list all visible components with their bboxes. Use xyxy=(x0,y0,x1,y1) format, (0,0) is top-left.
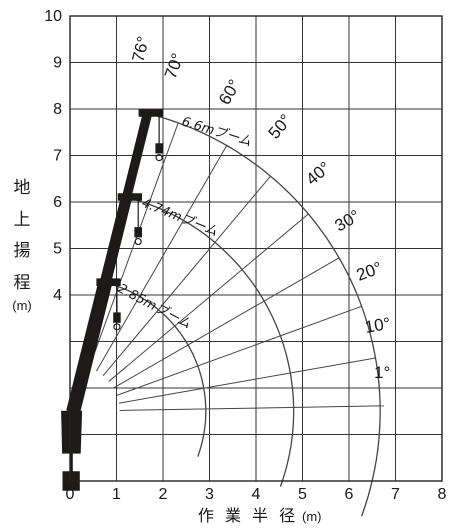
y-tick: 7 xyxy=(53,148,62,165)
hook xyxy=(134,237,142,246)
hook xyxy=(155,154,163,162)
angle-label: 40° xyxy=(302,158,334,189)
x-tick: 7 xyxy=(391,486,400,503)
x-label-unit: (m) xyxy=(302,509,322,524)
angle-rays xyxy=(83,113,385,411)
angle-ray xyxy=(102,175,271,377)
boom-stage-1 xyxy=(66,280,113,414)
boom-head xyxy=(138,109,163,117)
y-tick: 4 xyxy=(53,287,62,304)
angle-label: 76° xyxy=(128,34,153,64)
y-label-char: 揚 xyxy=(14,241,31,261)
boom-stage-3 xyxy=(120,111,153,204)
angle-label: 10° xyxy=(363,314,392,337)
x-tick: 5 xyxy=(298,486,307,503)
y-axis-label: 地 上 揚 程 (m) xyxy=(12,178,32,313)
angle-ray xyxy=(113,257,340,389)
angle-ray xyxy=(119,405,381,411)
angle-label: 20° xyxy=(354,258,385,285)
x-tick: 2 xyxy=(159,486,168,503)
x-tick: 4 xyxy=(252,486,261,503)
x-axis-label: 作 業 半 径 (m) xyxy=(198,506,322,525)
y-tick: 9 xyxy=(53,55,62,72)
x-tick: 8 xyxy=(438,486,447,503)
x-axis-ticks: 0 1 2 3 4 5 6 7 8 xyxy=(66,486,447,503)
boom-label: 6.6mブーム xyxy=(180,114,253,150)
crane-boom-silhouette xyxy=(61,109,163,491)
hook-block xyxy=(155,143,163,154)
hook-block xyxy=(134,227,142,238)
crane-column xyxy=(61,410,83,491)
x-tick: 6 xyxy=(345,486,354,503)
x-tick: 3 xyxy=(205,486,214,503)
grid xyxy=(70,16,442,481)
boom-stage-2 xyxy=(98,195,133,290)
angle-label: 50° xyxy=(265,111,296,143)
angle-label: 60° xyxy=(215,76,244,108)
x-tick: 1 xyxy=(112,486,121,503)
y-label-char: 地 xyxy=(14,178,31,198)
boom-head xyxy=(117,193,142,201)
x-label: 作 業 半 径 xyxy=(198,506,298,525)
hook-block xyxy=(113,312,121,323)
y-axis-ticks: 4 5 6 7 8 9 10 xyxy=(44,8,62,304)
angle-ray xyxy=(108,213,309,382)
y-label-unit: (m) xyxy=(12,298,32,313)
hook xyxy=(113,323,121,331)
angle-ray xyxy=(96,145,228,372)
plot-frame xyxy=(69,15,443,482)
angle-label: 70° xyxy=(161,51,188,82)
angle-ray xyxy=(116,305,362,396)
y-tick: 10 xyxy=(44,8,62,25)
angle-ray xyxy=(88,122,179,368)
y-tick: 6 xyxy=(53,194,62,211)
boom-head xyxy=(96,278,121,286)
y-tick: 8 xyxy=(53,101,62,118)
y-label-char: 程 xyxy=(14,273,31,293)
angle-label: 1° xyxy=(374,363,390,382)
boom-pivot xyxy=(67,405,80,418)
boom-label: 2.85mブーム xyxy=(115,280,193,332)
y-tick: 5 xyxy=(53,241,62,258)
angle-ray xyxy=(118,357,376,404)
y-label-char: 上 xyxy=(14,210,31,230)
x-tick: 0 xyxy=(66,486,75,503)
angle-label: 30° xyxy=(332,206,364,235)
